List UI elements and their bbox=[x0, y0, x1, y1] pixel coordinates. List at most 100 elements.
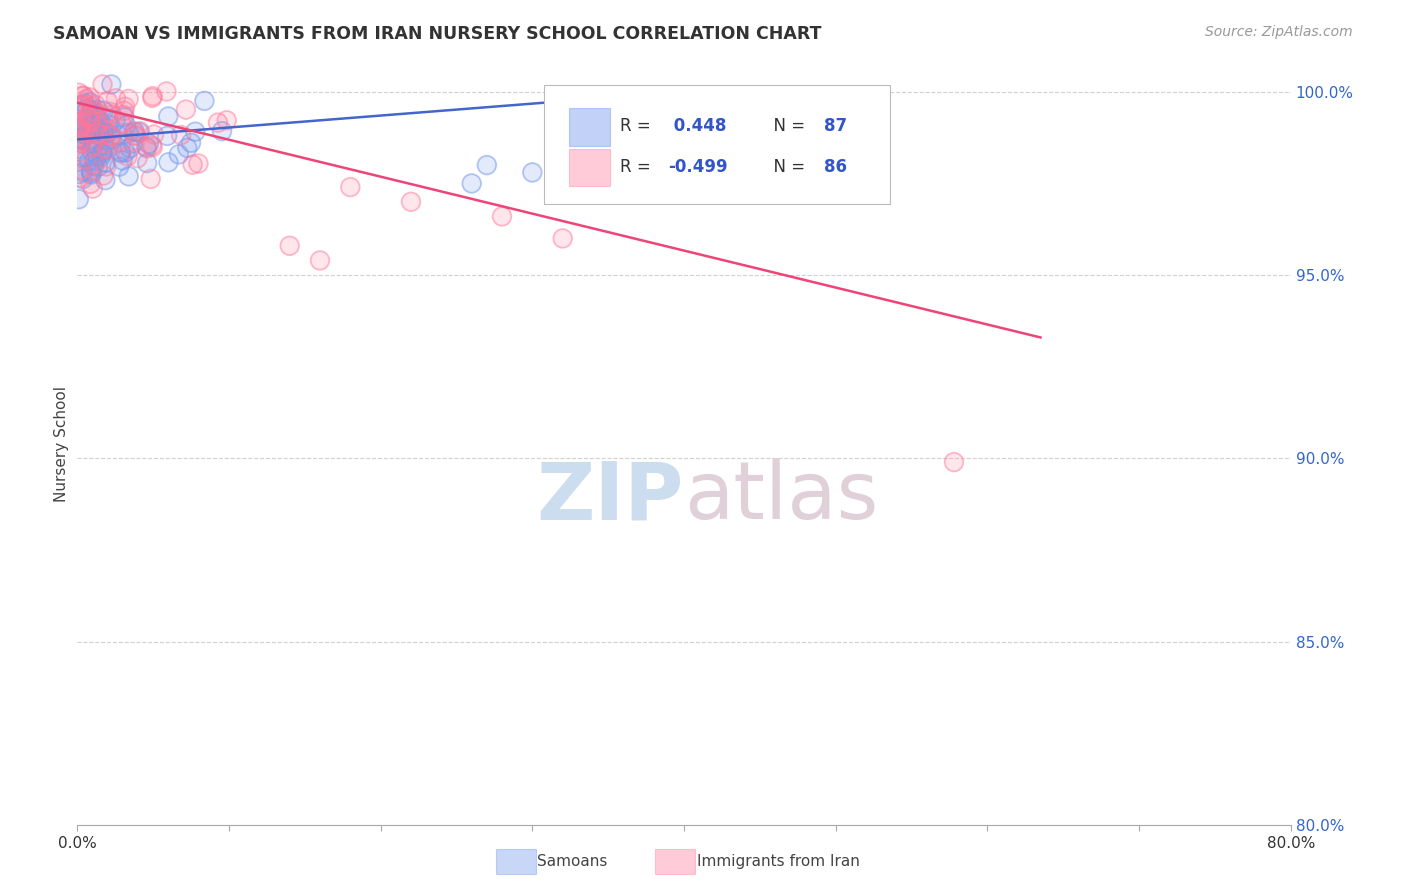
Point bbox=[278, 239, 301, 253]
Point bbox=[70, 132, 93, 146]
Point bbox=[72, 172, 94, 186]
Point bbox=[87, 141, 110, 155]
Point bbox=[101, 133, 124, 147]
Point bbox=[69, 131, 91, 145]
Point bbox=[141, 138, 163, 153]
Point bbox=[80, 168, 103, 182]
Point bbox=[138, 136, 160, 151]
Point bbox=[110, 146, 132, 161]
Point bbox=[136, 141, 159, 155]
Point bbox=[83, 107, 105, 121]
Point bbox=[278, 239, 301, 253]
Point bbox=[117, 149, 139, 163]
Point bbox=[76, 112, 98, 127]
Point bbox=[98, 118, 121, 132]
Point bbox=[124, 125, 146, 139]
Point bbox=[91, 78, 114, 92]
Point bbox=[72, 89, 94, 103]
Text: Samoans: Samoans bbox=[537, 855, 607, 869]
Point bbox=[110, 145, 132, 159]
Point bbox=[70, 115, 93, 129]
Point bbox=[475, 158, 498, 172]
Point bbox=[79, 103, 101, 117]
Point bbox=[110, 146, 132, 161]
Point bbox=[69, 130, 91, 145]
Point bbox=[100, 137, 122, 152]
Point bbox=[122, 125, 145, 139]
Point bbox=[91, 128, 114, 142]
Point bbox=[67, 136, 90, 150]
Point bbox=[76, 110, 98, 124]
Point bbox=[118, 92, 141, 106]
Point bbox=[124, 128, 146, 143]
Point bbox=[69, 122, 91, 136]
Point bbox=[96, 143, 118, 157]
Point bbox=[86, 126, 108, 140]
Point bbox=[80, 141, 103, 155]
Point bbox=[128, 125, 150, 139]
Point bbox=[69, 131, 91, 145]
Point bbox=[86, 103, 108, 117]
Text: N =: N = bbox=[763, 117, 810, 135]
Point bbox=[101, 129, 124, 144]
Point bbox=[90, 129, 112, 144]
Text: Source: ZipAtlas.com: Source: ZipAtlas.com bbox=[1205, 25, 1353, 39]
Point bbox=[67, 167, 90, 181]
FancyBboxPatch shape bbox=[569, 149, 610, 186]
Point bbox=[83, 157, 105, 171]
Point bbox=[69, 142, 91, 156]
Point bbox=[491, 210, 513, 224]
Point bbox=[101, 129, 124, 144]
Point bbox=[90, 129, 112, 144]
Point bbox=[80, 166, 103, 180]
Point bbox=[143, 128, 166, 142]
Point bbox=[77, 154, 100, 169]
Point bbox=[180, 136, 202, 150]
Point bbox=[82, 99, 104, 113]
Point bbox=[84, 105, 107, 120]
Point bbox=[139, 172, 162, 186]
Point bbox=[83, 157, 105, 171]
Point bbox=[82, 137, 104, 152]
Point bbox=[142, 140, 165, 154]
Point bbox=[111, 153, 134, 168]
Point bbox=[69, 162, 91, 177]
Point bbox=[83, 154, 105, 169]
Point bbox=[73, 106, 96, 120]
Point bbox=[90, 117, 112, 131]
Point bbox=[582, 151, 605, 165]
Point bbox=[93, 125, 115, 139]
Point bbox=[82, 137, 104, 152]
Point bbox=[100, 104, 122, 119]
Point bbox=[136, 141, 159, 155]
Point bbox=[80, 168, 103, 182]
Point bbox=[84, 112, 107, 127]
Point bbox=[89, 125, 111, 139]
Point bbox=[72, 99, 94, 113]
Point bbox=[72, 126, 94, 140]
Point bbox=[93, 169, 115, 183]
Point bbox=[67, 136, 90, 150]
Point bbox=[100, 128, 122, 143]
Point bbox=[90, 128, 112, 143]
Point bbox=[84, 105, 107, 120]
Point bbox=[399, 194, 422, 209]
Point bbox=[82, 137, 104, 152]
Point bbox=[118, 141, 141, 155]
Point bbox=[96, 121, 118, 136]
Point bbox=[67, 124, 90, 138]
Point bbox=[91, 128, 114, 142]
Point bbox=[90, 128, 112, 143]
Point bbox=[89, 113, 111, 128]
Point bbox=[93, 136, 115, 151]
Point bbox=[399, 194, 422, 209]
Point bbox=[110, 136, 132, 150]
Point bbox=[90, 117, 112, 131]
Point bbox=[73, 96, 96, 111]
Point bbox=[76, 92, 98, 106]
Point bbox=[82, 99, 104, 113]
Point bbox=[112, 103, 135, 118]
Point bbox=[91, 78, 114, 92]
Point bbox=[73, 96, 96, 111]
Text: atlas: atlas bbox=[685, 458, 879, 536]
